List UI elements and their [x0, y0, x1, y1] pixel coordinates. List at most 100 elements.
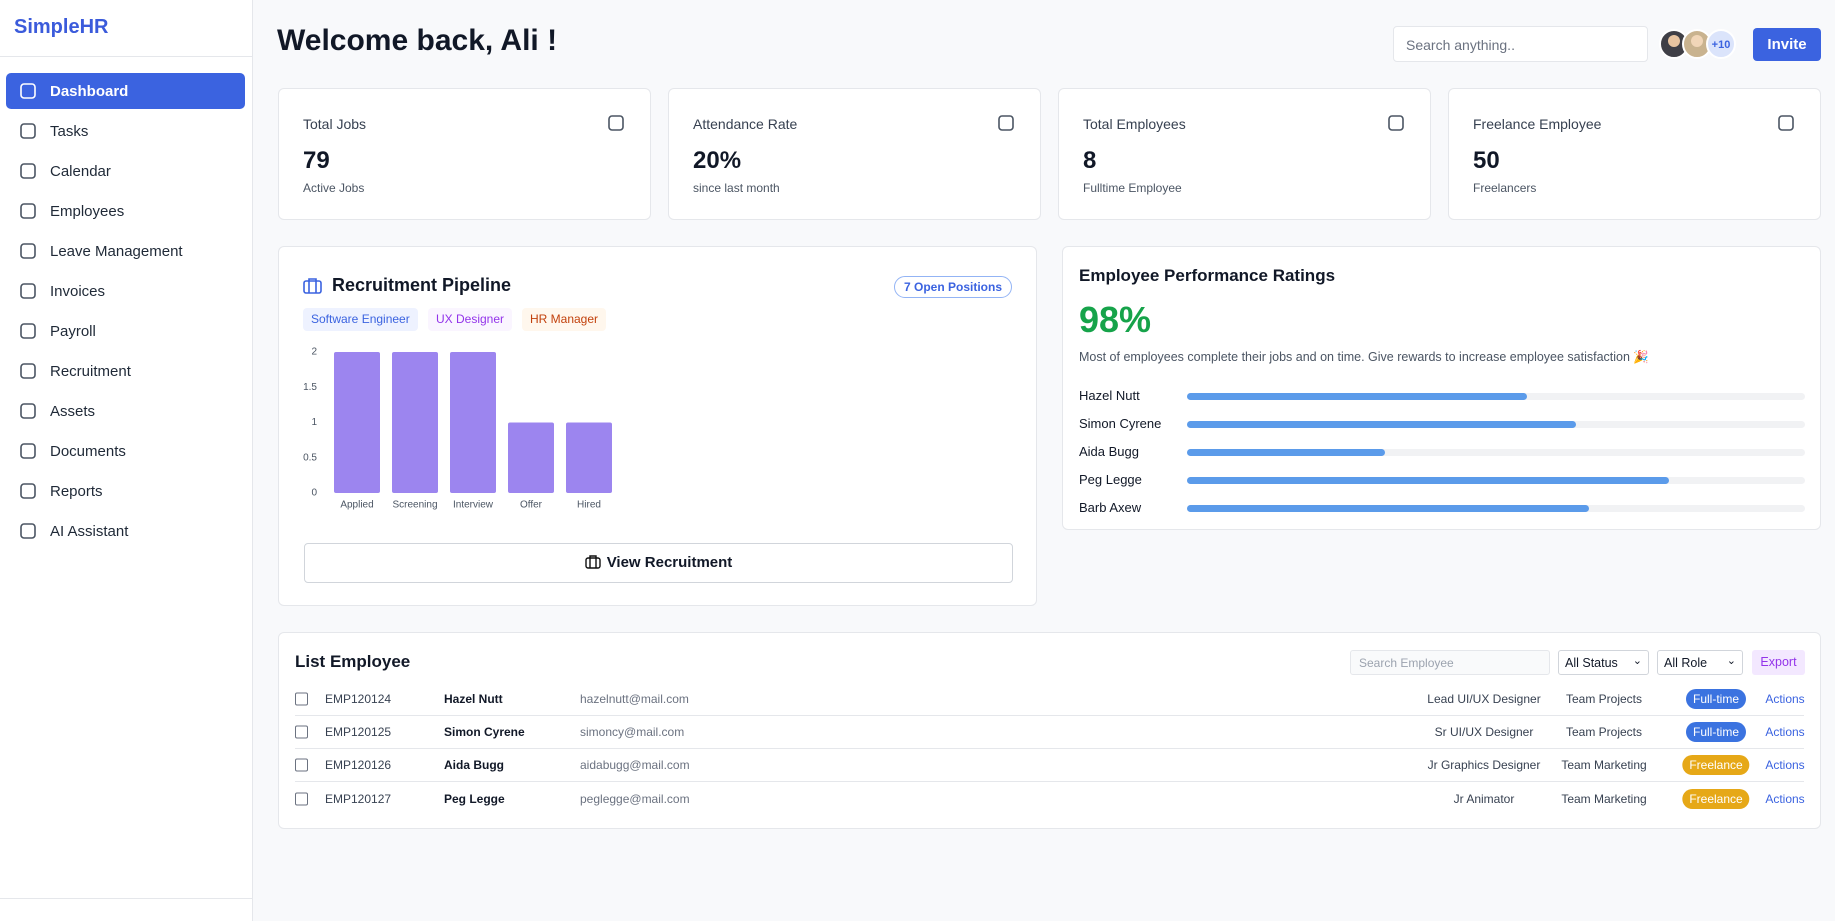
icon — [1778, 115, 1794, 131]
x-tick-label: Interview — [453, 500, 494, 511]
row-checkbox[interactable] — [295, 792, 308, 805]
stat-caption: Freelancers — [1473, 181, 1537, 195]
nav-item[interactable]: Dashboard — [6, 73, 245, 109]
divider — [0, 56, 252, 57]
status-filter[interactable]: All Status ⌄ — [1558, 650, 1649, 675]
icon — [20, 203, 36, 219]
nav-label: AI Assistant — [50, 522, 129, 540]
icon-shape — [20, 323, 36, 339]
y-tick-label: 0.5 — [303, 452, 317, 463]
emp-type: Full-time — [1685, 722, 1747, 742]
nav-label: Invoices — [50, 282, 106, 300]
nav-item[interactable]: Assets — [6, 393, 245, 429]
divider — [0, 898, 252, 899]
icon-shape — [1388, 115, 1404, 131]
nav-item[interactable]: Leave Management — [6, 233, 245, 269]
table-row: EMP120125 Simon Cyrene simoncy@mail.com Sr … — [295, 716, 1805, 749]
emp-role: Jr Animator — [1453, 791, 1515, 806]
nav-item[interactable]: Recruitment — [6, 353, 245, 389]
role-filter[interactable]: All Role ⌄ — [1657, 650, 1743, 675]
nav-item[interactable]: Documents — [6, 433, 245, 469]
emp-actions[interactable]: Actions — [1765, 791, 1805, 806]
icon — [1388, 115, 1404, 131]
rating-name: Simon Cyrene — [1079, 416, 1162, 431]
x-tick-label: Applied — [340, 500, 373, 511]
emp-name: Aida Bugg — [444, 758, 504, 772]
emp-actions[interactable]: Actions — [1765, 725, 1805, 739]
y-tick-label: 1.5 — [303, 382, 317, 393]
icon — [20, 523, 36, 539]
icon-shape — [20, 443, 36, 459]
emp-email: hazelnutt@mail.com — [580, 692, 689, 706]
emp-team: Team Projects — [1565, 692, 1643, 706]
rating-name: Peg Legge — [1079, 472, 1142, 487]
table-row: EMP120124 Hazel Nutt hazelnutt@mail.com Lea… — [295, 683, 1805, 716]
rating-bar — [1187, 477, 1670, 484]
emp-email: aidabugg@mail.com — [580, 758, 690, 772]
nav-item[interactable]: Employees — [6, 193, 245, 229]
open-positions-badge: 7 Open Positions — [893, 276, 1012, 298]
emp-email: peglegge@mail.com — [580, 791, 690, 806]
pipeline-chart: 0 0.5 1 1.5 2 Applied Screening Interview Offer H… — [303, 347, 612, 511]
stat-value: 20% — [693, 147, 742, 174]
stat-card: Attendance Rate 20% since last month — [668, 88, 1041, 220]
avatar-more-label: +10 — [1712, 39, 1731, 51]
export-button[interactable]: Export — [1752, 650, 1805, 675]
icon — [20, 403, 36, 419]
nav-label: Dashboard — [50, 82, 129, 100]
stat-value: 79 — [303, 147, 330, 174]
nav-item[interactable]: Tasks — [6, 113, 245, 149]
stat-card: Freelance Employee 50 Freelancers — [1448, 88, 1821, 220]
emp-actions[interactable]: Actions — [1765, 692, 1805, 706]
emp-team: Team Projects — [1565, 725, 1643, 739]
filter-label: All Status — [1565, 656, 1618, 670]
stat-label: Total Jobs — [303, 116, 367, 132]
view-recruitment-button[interactable]: View Recruitment — [304, 543, 1013, 583]
nav-item[interactable]: Calendar — [6, 153, 245, 189]
emp-role: Jr Graphics Designer — [1427, 758, 1541, 772]
position-tag: HR Manager — [522, 308, 607, 331]
emp-actions[interactable]: Actions — [1765, 758, 1805, 772]
row-checkbox[interactable] — [295, 692, 308, 706]
bar — [566, 422, 612, 493]
position-tag: UX Designer — [428, 308, 513, 331]
stat-value: 50 — [1473, 147, 1500, 174]
page-title: Welcome back, Ali ! — [277, 24, 558, 57]
row-checkbox[interactable] — [295, 758, 308, 772]
icon — [20, 83, 36, 99]
icon — [20, 243, 36, 259]
avatar-face — [1691, 35, 1703, 47]
rating-name: Hazel Nutt — [1079, 388, 1140, 403]
nav-item[interactable]: Invoices — [6, 273, 245, 309]
stat-label: Total Employees — [1083, 116, 1186, 132]
emp-id: EMP120124 — [325, 692, 392, 706]
invite-button[interactable]: Invite — [1753, 28, 1821, 61]
bar — [334, 352, 380, 493]
description: Most of employees complete their jobs an… — [1079, 350, 1649, 364]
icon-shape — [608, 115, 624, 131]
row-checkbox[interactable] — [295, 725, 308, 739]
stat-caption: since last month — [693, 181, 780, 195]
icon-shape — [20, 83, 36, 99]
chevron: ⌄ — [1632, 655, 1642, 667]
emp-id: EMP120127 — [325, 791, 392, 806]
search-box[interactable]: Search anything.. — [1393, 26, 1648, 62]
rating-bar — [1187, 393, 1527, 400]
nav-item[interactable]: Payroll — [6, 313, 245, 349]
employee-search[interactable]: Search Employee — [1350, 650, 1550, 675]
icon — [608, 115, 624, 131]
stat-card: Total Jobs 79 Active Jobs — [278, 88, 651, 220]
icon-shape — [20, 403, 36, 419]
nav-item[interactable]: AI Assistant — [6, 513, 245, 549]
icon-shape — [20, 363, 36, 379]
rating-bar — [1187, 449, 1385, 456]
briefcase-icon — [584, 555, 601, 569]
icon-shape — [1778, 115, 1794, 131]
emp-name: Peg Legge — [444, 791, 505, 806]
card-title: Recruitment Pipeline — [332, 275, 512, 295]
y-tick-label: 2 — [311, 347, 317, 358]
nav-label: Reports — [50, 482, 103, 500]
stat-caption: Fulltime Employee — [1083, 181, 1182, 195]
nav-item[interactable]: Reports — [6, 473, 245, 509]
avatar-face — [1668, 35, 1680, 47]
